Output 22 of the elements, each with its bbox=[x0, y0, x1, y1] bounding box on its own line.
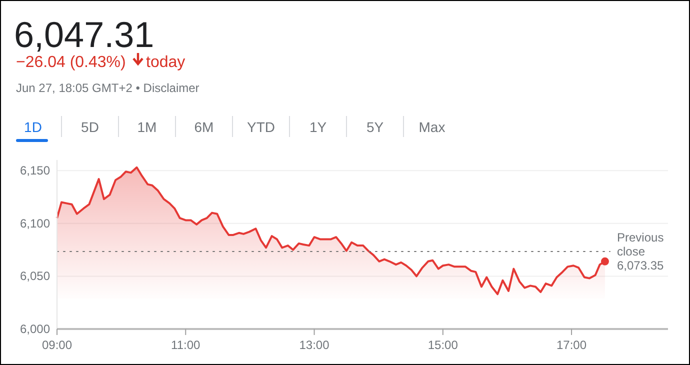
text: Max bbox=[418, 119, 446, 135]
text: 1D bbox=[24, 119, 42, 135]
text: 5Y bbox=[366, 119, 384, 135]
text: today bbox=[146, 54, 186, 71]
x-tick-label: 17:00 bbox=[556, 338, 587, 352]
y-tick-label: 6,050 bbox=[20, 269, 50, 284]
y-tick-label: 6,000 bbox=[20, 322, 50, 336]
text: 6M bbox=[194, 119, 214, 135]
chart-subtitle: −26.04 (0.43%) bbox=[16, 54, 126, 71]
text: Jun 27, 18:05 GMT+2 • Disclaimer bbox=[16, 81, 200, 95]
y-tick-label: 6,150 bbox=[20, 164, 50, 178]
ref-line-label: Previous close 6,073.35 bbox=[617, 230, 664, 273]
text: 1M bbox=[137, 119, 157, 135]
x-tick-label: 09:00 bbox=[42, 338, 72, 352]
chart-title: 6,047.31 bbox=[14, 14, 154, 55]
text: 1Y bbox=[309, 119, 328, 135]
x-tick-label: 11:00 bbox=[171, 338, 201, 352]
y-tick-label: 6,100 bbox=[20, 216, 50, 230]
x-tick-label: 15:00 bbox=[428, 338, 458, 352]
text: 5D bbox=[81, 119, 99, 135]
x-tick-label: 13:00 bbox=[299, 338, 330, 352]
text: YTD bbox=[247, 119, 275, 135]
